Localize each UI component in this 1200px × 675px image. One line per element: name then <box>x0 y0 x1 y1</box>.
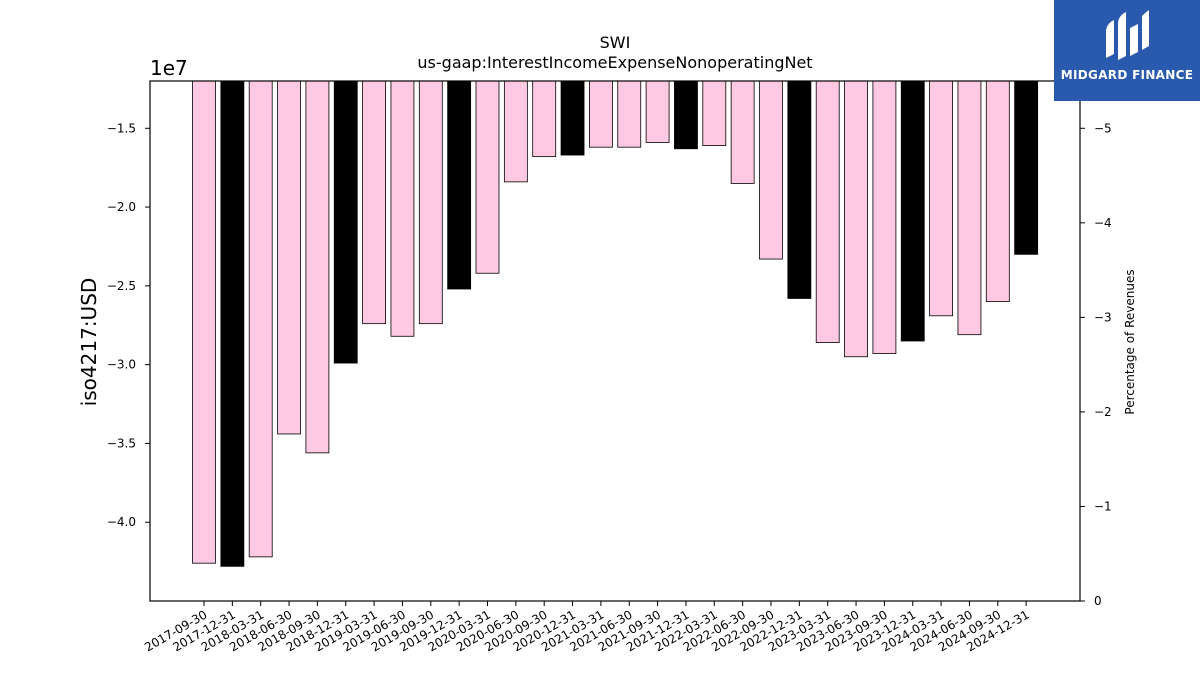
y-offset-text: 1e7 <box>150 56 188 80</box>
logo-text: MIDGARD FINANCE <box>1060 68 1194 82</box>
y2-tick-label: −1 <box>1094 499 1112 513</box>
logo-mark-icon <box>1106 10 1149 60</box>
midgard-finance-logo: MIDGARD FINANCE <box>1054 0 1200 101</box>
bar-2021-06-30 <box>617 80 642 148</box>
bar-2018-03-31 <box>248 80 273 558</box>
bar-2022-12-31 <box>787 80 812 299</box>
y-axis-label: iso4217:USD <box>77 278 101 407</box>
y2-axis-label: Percentage of Revenues <box>1123 269 1137 414</box>
bar-2024-12-31 <box>1014 80 1039 255</box>
bar-2022-03-31 <box>702 80 727 147</box>
bar-2018-06-30 <box>277 80 301 435</box>
bar-2023-09-30 <box>872 80 897 355</box>
y-tick-label: −4.0 <box>107 515 136 529</box>
bar-2019-09-30 <box>418 80 443 325</box>
y-tick-label: −3.5 <box>107 436 136 450</box>
y-tick-label: −3.0 <box>107 358 136 372</box>
chart-subtitle: us-gaap:InterestIncomeExpenseNonoperatin… <box>417 53 812 72</box>
bar-2024-06-30 <box>957 80 982 336</box>
bar-2017-12-31 <box>220 80 245 567</box>
bar-2023-12-31 <box>900 80 925 342</box>
bar-2020-06-30 <box>503 80 528 183</box>
y-tick-label: −1.5 <box>107 121 136 135</box>
plot-frame <box>149 80 1081 602</box>
bar-2019-12-31 <box>447 80 472 290</box>
bar-2021-03-31 <box>589 80 613 148</box>
bar-2017-09-30 <box>192 80 216 564</box>
bar-2022-09-30 <box>759 80 783 260</box>
bar-2018-12-31 <box>333 80 358 364</box>
bar-2022-06-30 <box>730 80 755 184</box>
bar-2020-12-31 <box>560 80 585 156</box>
bar-2021-09-30 <box>645 80 670 143</box>
bar-2024-03-31 <box>929 80 953 317</box>
y2-tick-label: −3 <box>1094 310 1112 324</box>
y-tick-label: −2.5 <box>107 279 136 293</box>
y2-tick-label: −4 <box>1094 216 1112 230</box>
bar-2019-06-30 <box>390 80 415 337</box>
y2-tick-label: −2 <box>1094 405 1112 419</box>
bar-2020-03-31 <box>475 80 500 274</box>
y-tick-label: −2.0 <box>107 200 136 214</box>
bar-2020-09-30 <box>532 80 557 158</box>
y2-tick-label: −5 <box>1094 121 1112 135</box>
y2-tick-label: 0 <box>1094 594 1102 608</box>
bar-2019-03-31 <box>362 80 387 325</box>
chart-title: SWI <box>600 33 631 52</box>
bar-2024-09-30 <box>985 80 1010 303</box>
bar-2023-03-31 <box>815 80 840 343</box>
bar-2018-09-30 <box>305 80 330 454</box>
bar-2021-12-31 <box>674 80 698 150</box>
bar-2023-06-30 <box>844 80 868 358</box>
